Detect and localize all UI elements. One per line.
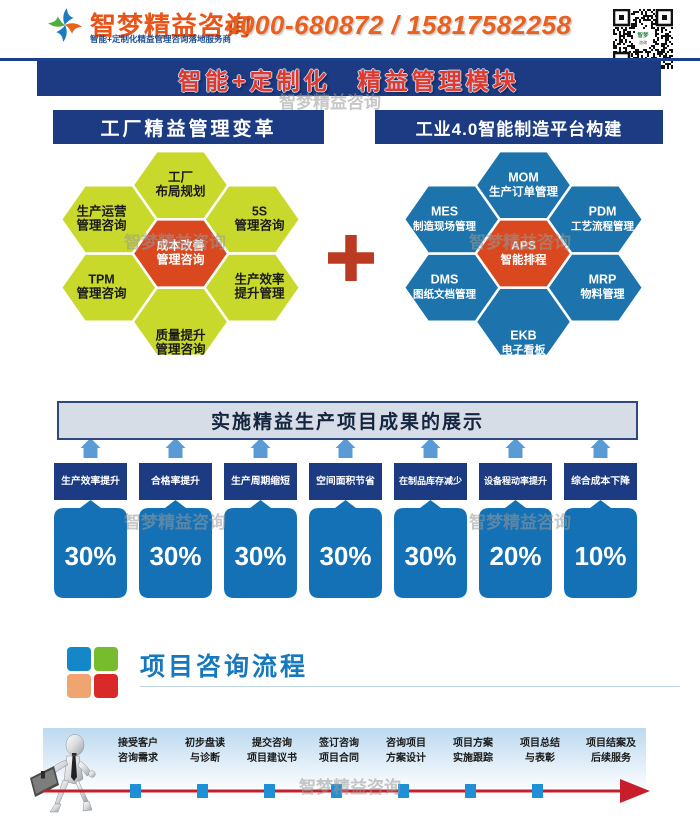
svg-text:MRP: MRP xyxy=(589,273,617,287)
svg-text:管理咨询: 管理咨询 xyxy=(155,342,206,357)
svg-text:MES: MES xyxy=(431,205,458,219)
svg-text:生产运营: 生产运营 xyxy=(76,204,127,219)
svg-text:EKB: EKB xyxy=(510,329,536,343)
svg-text:物料管理: 物料管理 xyxy=(581,287,625,301)
svg-text:TPM: TPM xyxy=(88,273,114,287)
svg-text:制造现场管理: 制造现场管理 xyxy=(413,220,476,233)
svg-text:质量提升: 质量提升 xyxy=(155,328,206,343)
svg-text:工厂: 工厂 xyxy=(168,171,193,185)
svg-text:5S: 5S xyxy=(252,205,267,219)
svg-text:管理咨询: 管理咨询 xyxy=(234,218,285,233)
svg-text:成本改善: 成本改善 xyxy=(156,238,204,253)
svg-text:DMS: DMS xyxy=(431,273,459,287)
svg-text:提升管理: 提升管理 xyxy=(234,286,285,301)
svg-text:生产效率: 生产效率 xyxy=(234,272,285,287)
svg-text:生产订单管理: 生产订单管理 xyxy=(489,185,558,199)
svg-text:管理咨询: 管理咨询 xyxy=(156,252,204,267)
svg-text:布局规划: 布局规划 xyxy=(155,184,205,199)
svg-text:APS: APS xyxy=(511,239,536,253)
svg-text:智能排程: 智能排程 xyxy=(501,253,547,267)
svg-text:图纸文档管理: 图纸文档管理 xyxy=(413,288,476,301)
svg-text:智梦: 智梦 xyxy=(637,31,649,39)
svg-text:PDM: PDM xyxy=(589,205,617,219)
svg-text:MOM: MOM xyxy=(508,171,539,185)
svg-text:咨询: 咨询 xyxy=(639,39,647,45)
svg-text:工艺流程管理: 工艺流程管理 xyxy=(571,220,634,233)
svg-text:管理咨询: 管理咨询 xyxy=(76,286,127,301)
svg-text:管理咨询: 管理咨询 xyxy=(76,218,127,233)
svg-text:电子看板: 电子看板 xyxy=(502,343,547,357)
